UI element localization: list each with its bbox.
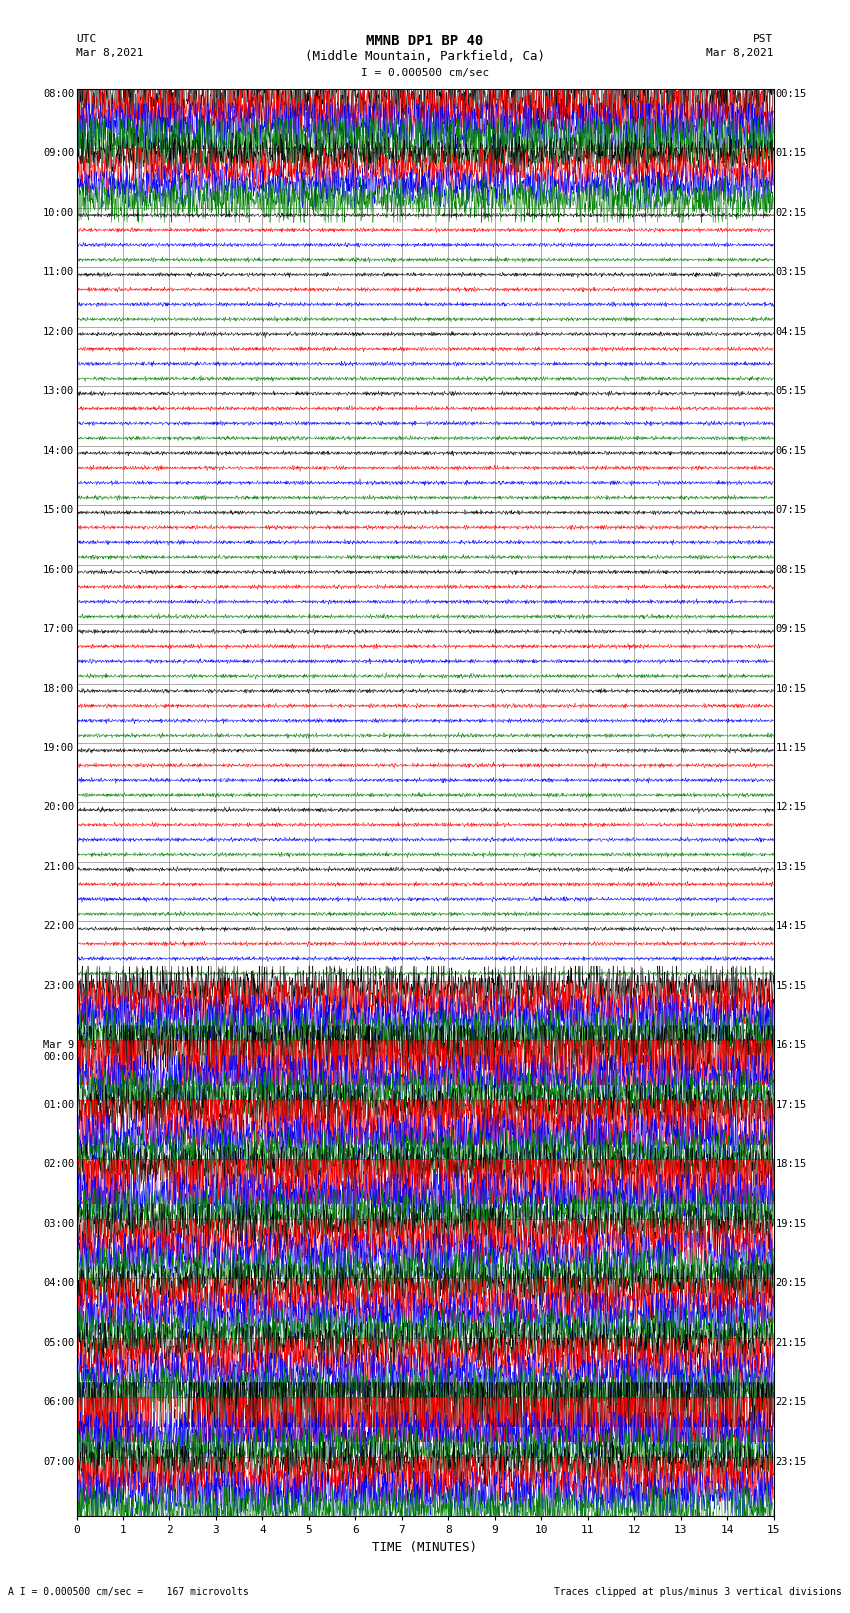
Text: 15:15: 15:15 (775, 981, 807, 990)
Text: 05:00: 05:00 (43, 1337, 75, 1348)
Text: 04:15: 04:15 (775, 327, 807, 337)
Text: 12:15: 12:15 (775, 803, 807, 813)
Text: 13:00: 13:00 (43, 386, 75, 397)
Text: 23:00: 23:00 (43, 981, 75, 990)
Text: 11:00: 11:00 (43, 268, 75, 277)
Text: 14:00: 14:00 (43, 445, 75, 455)
Text: PST: PST (753, 34, 774, 44)
Text: 04:00: 04:00 (43, 1277, 75, 1289)
Text: (Middle Mountain, Parkfield, Ca): (Middle Mountain, Parkfield, Ca) (305, 50, 545, 63)
Text: 15:00: 15:00 (43, 505, 75, 515)
Text: 02:15: 02:15 (775, 208, 807, 218)
Text: 03:15: 03:15 (775, 268, 807, 277)
Text: 23:15: 23:15 (775, 1457, 807, 1466)
Text: 19:15: 19:15 (775, 1219, 807, 1229)
Text: 21:15: 21:15 (775, 1337, 807, 1348)
Text: 00:15: 00:15 (775, 89, 807, 98)
Text: 20:00: 20:00 (43, 803, 75, 813)
Text: I = 0.000500 cm/sec: I = 0.000500 cm/sec (361, 68, 489, 77)
Text: 17:15: 17:15 (775, 1100, 807, 1110)
Text: 06:15: 06:15 (775, 445, 807, 455)
Text: 22:00: 22:00 (43, 921, 75, 931)
Text: Traces clipped at plus/minus 3 vertical divisions: Traces clipped at plus/minus 3 vertical … (553, 1587, 842, 1597)
Text: 18:15: 18:15 (775, 1160, 807, 1169)
Text: 09:15: 09:15 (775, 624, 807, 634)
X-axis label: TIME (MINUTES): TIME (MINUTES) (372, 1540, 478, 1553)
Text: 14:15: 14:15 (775, 921, 807, 931)
Text: 03:00: 03:00 (43, 1219, 75, 1229)
Text: 01:15: 01:15 (775, 148, 807, 158)
Text: 20:15: 20:15 (775, 1277, 807, 1289)
Text: Mar 8,2021: Mar 8,2021 (706, 48, 774, 58)
Text: MMNB DP1 BP 40: MMNB DP1 BP 40 (366, 34, 484, 48)
Text: 02:00: 02:00 (43, 1160, 75, 1169)
Text: 10:15: 10:15 (775, 684, 807, 694)
Text: 09:00: 09:00 (43, 148, 75, 158)
Text: 11:15: 11:15 (775, 744, 807, 753)
Text: 06:00: 06:00 (43, 1397, 75, 1407)
Text: 07:15: 07:15 (775, 505, 807, 515)
Text: 16:00: 16:00 (43, 565, 75, 574)
Text: 07:00: 07:00 (43, 1457, 75, 1466)
Text: 01:00: 01:00 (43, 1100, 75, 1110)
Text: 08:15: 08:15 (775, 565, 807, 574)
Text: 10:00: 10:00 (43, 208, 75, 218)
Text: 18:00: 18:00 (43, 684, 75, 694)
Text: 19:00: 19:00 (43, 744, 75, 753)
Text: A I = 0.000500 cm/sec =    167 microvolts: A I = 0.000500 cm/sec = 167 microvolts (8, 1587, 249, 1597)
Text: 16:15: 16:15 (775, 1040, 807, 1050)
Text: Mar 8,2021: Mar 8,2021 (76, 48, 144, 58)
Text: 12:00: 12:00 (43, 327, 75, 337)
Text: 17:00: 17:00 (43, 624, 75, 634)
Text: 13:15: 13:15 (775, 861, 807, 873)
Text: UTC: UTC (76, 34, 97, 44)
Text: 21:00: 21:00 (43, 861, 75, 873)
Text: 08:00: 08:00 (43, 89, 75, 98)
Text: 05:15: 05:15 (775, 386, 807, 397)
Text: Mar 9
00:00: Mar 9 00:00 (43, 1040, 75, 1061)
Text: 22:15: 22:15 (775, 1397, 807, 1407)
